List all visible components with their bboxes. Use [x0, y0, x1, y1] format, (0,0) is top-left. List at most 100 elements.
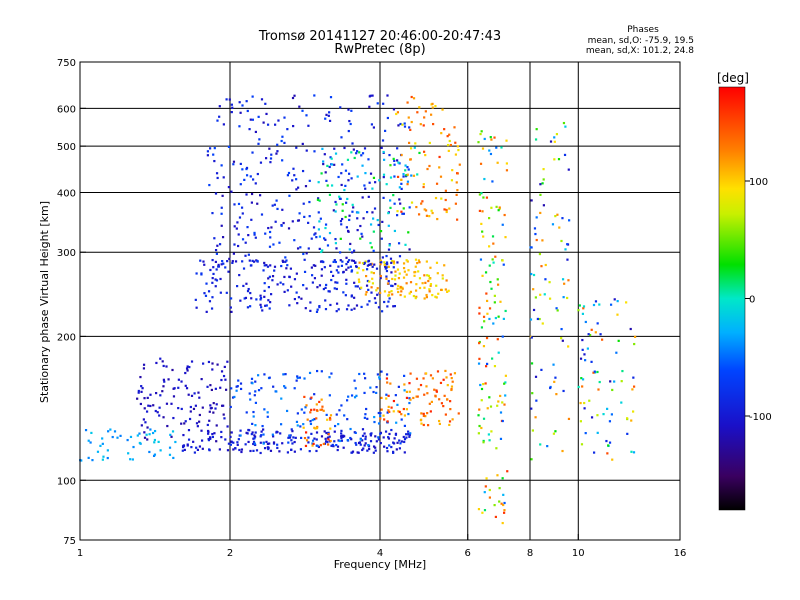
- data-point: [484, 365, 488, 368]
- data-point: [303, 258, 306, 261]
- data-point: [236, 221, 239, 224]
- data-point: [326, 244, 330, 247]
- data-point: [303, 411, 306, 414]
- data-point: [262, 433, 265, 436]
- y-tick-label: 600: [57, 104, 76, 115]
- data-point: [338, 195, 341, 198]
- data-point: [364, 435, 367, 438]
- data-point: [334, 200, 337, 204]
- data-point: [212, 402, 215, 405]
- data-point: [398, 272, 401, 275]
- data-point: [210, 307, 214, 310]
- data-point: [165, 365, 168, 368]
- data-point: [249, 305, 252, 308]
- data-point: [429, 374, 433, 377]
- data-point: [335, 203, 338, 206]
- data-point: [200, 273, 203, 276]
- data-point: [353, 281, 356, 284]
- data-point: [208, 300, 212, 303]
- data-point: [342, 270, 345, 273]
- data-point: [339, 259, 342, 262]
- data-point: [396, 441, 399, 444]
- data-point: [405, 174, 408, 177]
- data-point: [324, 238, 327, 241]
- data-point: [376, 102, 379, 105]
- data-point: [214, 387, 217, 390]
- y-tick-label: 750: [57, 58, 76, 69]
- data-point: [237, 244, 240, 248]
- data-point: [319, 408, 322, 411]
- data-point: [403, 295, 406, 298]
- data-point: [281, 135, 284, 138]
- data-point: [344, 215, 347, 219]
- data-point: [329, 303, 332, 307]
- data-point: [423, 393, 426, 396]
- data-point: [270, 153, 273, 156]
- data-point: [316, 369, 319, 373]
- data-point: [132, 445, 135, 449]
- data-point: [211, 276, 214, 280]
- data-point: [581, 338, 584, 342]
- data-point: [318, 199, 321, 202]
- data-point: [311, 418, 314, 422]
- data-point: [432, 122, 435, 126]
- data-point: [231, 396, 235, 399]
- data-point: [182, 444, 186, 447]
- data-point: [249, 175, 252, 178]
- data-point: [437, 292, 440, 295]
- data-point: [224, 378, 227, 381]
- data-point: [499, 411, 503, 414]
- data-point: [493, 504, 496, 507]
- data-point: [379, 291, 382, 295]
- data-point: [385, 446, 389, 450]
- data-point: [564, 125, 567, 128]
- data-point: [302, 283, 305, 287]
- colorbar: [718, 86, 746, 511]
- data-point: [448, 139, 451, 143]
- data-point: [279, 281, 282, 284]
- data-point: [486, 312, 489, 315]
- data-point: [212, 272, 215, 276]
- data-point: [221, 194, 224, 197]
- data-point: [228, 98, 231, 101]
- data-point: [182, 445, 185, 449]
- data-point: [563, 282, 566, 285]
- data-point: [287, 227, 291, 230]
- data-point: [317, 197, 320, 200]
- data-point: [259, 296, 263, 300]
- data-point: [291, 96, 295, 100]
- data-point: [211, 281, 214, 284]
- data-point: [392, 157, 395, 160]
- data-point: [373, 415, 376, 419]
- data-point: [290, 285, 293, 288]
- data-point: [320, 274, 323, 277]
- data-point: [454, 202, 457, 205]
- data-point: [434, 104, 437, 108]
- data-point: [143, 431, 146, 434]
- data-point: [451, 169, 454, 172]
- data-point: [250, 377, 254, 380]
- data-point: [488, 439, 491, 442]
- data-point: [354, 441, 357, 445]
- data-point: [274, 220, 277, 223]
- data-point: [410, 120, 413, 124]
- data-point: [242, 267, 246, 270]
- data-point: [264, 157, 268, 160]
- data-point: [501, 335, 504, 338]
- data-point: [341, 203, 344, 206]
- data-point: [318, 220, 321, 223]
- data-point: [552, 432, 556, 435]
- data-point: [313, 233, 316, 236]
- data-point: [216, 244, 219, 247]
- data-point: [428, 277, 431, 280]
- data-point: [153, 429, 157, 433]
- y-tick-label: 75: [63, 536, 76, 547]
- data-point: [342, 434, 345, 437]
- data-point: [360, 154, 363, 157]
- data-point: [371, 94, 374, 97]
- data-point: [305, 252, 308, 255]
- data-point: [387, 394, 390, 397]
- data-point: [311, 442, 314, 445]
- data-point: [340, 432, 343, 435]
